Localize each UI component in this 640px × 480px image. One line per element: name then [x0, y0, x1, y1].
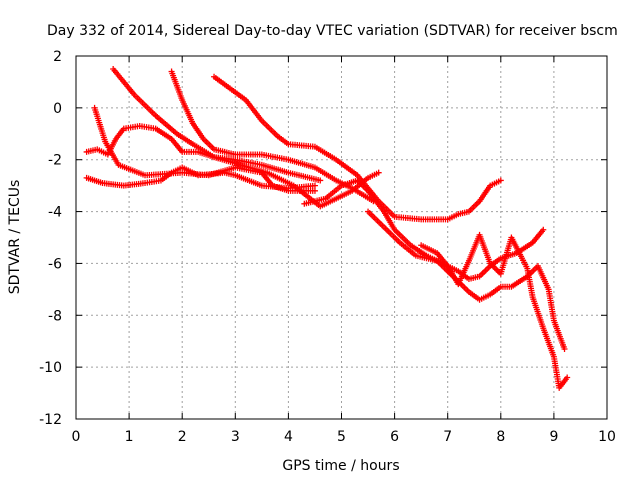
data-series — [83, 65, 571, 391]
grid — [76, 56, 607, 419]
series-arc-6 — [211, 73, 504, 223]
data-point — [311, 187, 318, 194]
x-tick-label: 9 — [549, 429, 558, 445]
series-arc-2 — [83, 123, 324, 184]
x-tick-label: 7 — [443, 429, 452, 445]
x-tick-label: 4 — [284, 429, 293, 445]
data-point — [497, 177, 504, 184]
y-tick-label: -12 — [39, 412, 62, 428]
x-tick-label: 6 — [390, 429, 399, 445]
x-tick-labels: 0 1 2 3 4 5 6 7 8 9 10 — [72, 429, 616, 445]
y-tick-label: -2 — [48, 153, 62, 169]
data-point — [375, 169, 382, 176]
y-tick-label: -8 — [48, 308, 62, 324]
y-tick-labels: 2 0 -2 -4 -6 -8 -10 -12 — [39, 49, 62, 428]
series-arc-7 — [301, 177, 547, 282]
x-tick-label: 8 — [496, 429, 505, 445]
data-point — [540, 226, 547, 233]
x-axis-label: GPS time / hours — [282, 458, 399, 474]
y-tick-label: 2 — [53, 49, 62, 65]
data-point — [317, 177, 324, 184]
chart-title: Day 332 of 2014, Sidereal Day-to-day VTE… — [47, 23, 618, 39]
x-tick-label: 10 — [598, 429, 616, 445]
y-tick-label: -4 — [48, 205, 62, 221]
y-tick-label: -10 — [39, 360, 62, 376]
y-axis-label: SDTVAR / TECUs — [7, 180, 23, 295]
series-arc-5 — [168, 68, 377, 205]
data-point — [561, 345, 568, 352]
data-point — [311, 182, 318, 189]
x-tick-label: 0 — [72, 429, 81, 445]
data-point — [564, 374, 571, 381]
x-tick-label: 1 — [125, 429, 134, 445]
y-tick-label: -6 — [48, 256, 62, 272]
series-arc-9 — [418, 231, 571, 391]
x-tick-label: 5 — [337, 429, 346, 445]
x-tick-label: 2 — [178, 429, 187, 445]
plot-border — [75, 55, 608, 420]
x-tick-label: 3 — [231, 429, 240, 445]
y-tick-label: 0 — [53, 101, 62, 117]
